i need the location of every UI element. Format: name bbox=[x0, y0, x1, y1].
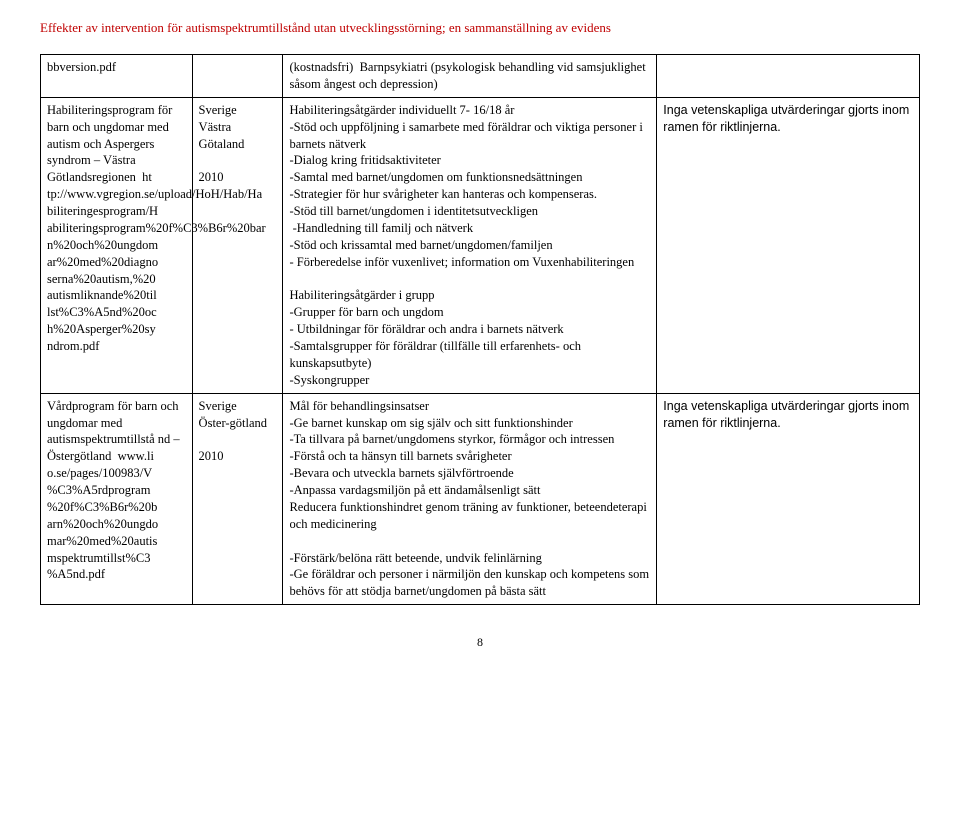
cell-evaluation: Inga vetenskapliga utvärderingar gjorts … bbox=[657, 97, 920, 393]
cell-source: Vårdprogram för barn och ungdomar med au… bbox=[41, 393, 193, 605]
cell-description: Mål för behandlingsinsatser -Ge barnet k… bbox=[283, 393, 657, 605]
table-row: Habiliteringsprogram för barn och ungdom… bbox=[41, 97, 920, 393]
evidence-table: bbversion.pdf (kostnadsfri) Barnpsykiatr… bbox=[40, 54, 920, 605]
cell-source: bbversion.pdf bbox=[41, 55, 193, 98]
page-header: Effekter av intervention för autismspekt… bbox=[40, 20, 920, 36]
cell-region: Sverige Västra Götaland 2010 bbox=[192, 97, 283, 393]
cell-source: Habiliteringsprogram för barn och ungdom… bbox=[41, 97, 193, 393]
cell-description: Habiliteringsåtgärder individuellt 7- 16… bbox=[283, 97, 657, 393]
cell-region bbox=[192, 55, 283, 98]
table-row: bbversion.pdf (kostnadsfri) Barnpsykiatr… bbox=[41, 55, 920, 98]
cell-description: (kostnadsfri) Barnpsykiatri (psykologisk… bbox=[283, 55, 657, 98]
cell-evaluation: Inga vetenskapliga utvärderingar gjorts … bbox=[657, 393, 920, 605]
cell-evaluation bbox=[657, 55, 920, 98]
cell-region: Sverige Öster-götland 2010 bbox=[192, 393, 283, 605]
table-row: Vårdprogram för barn och ungdomar med au… bbox=[41, 393, 920, 605]
page-number: 8 bbox=[40, 635, 920, 650]
